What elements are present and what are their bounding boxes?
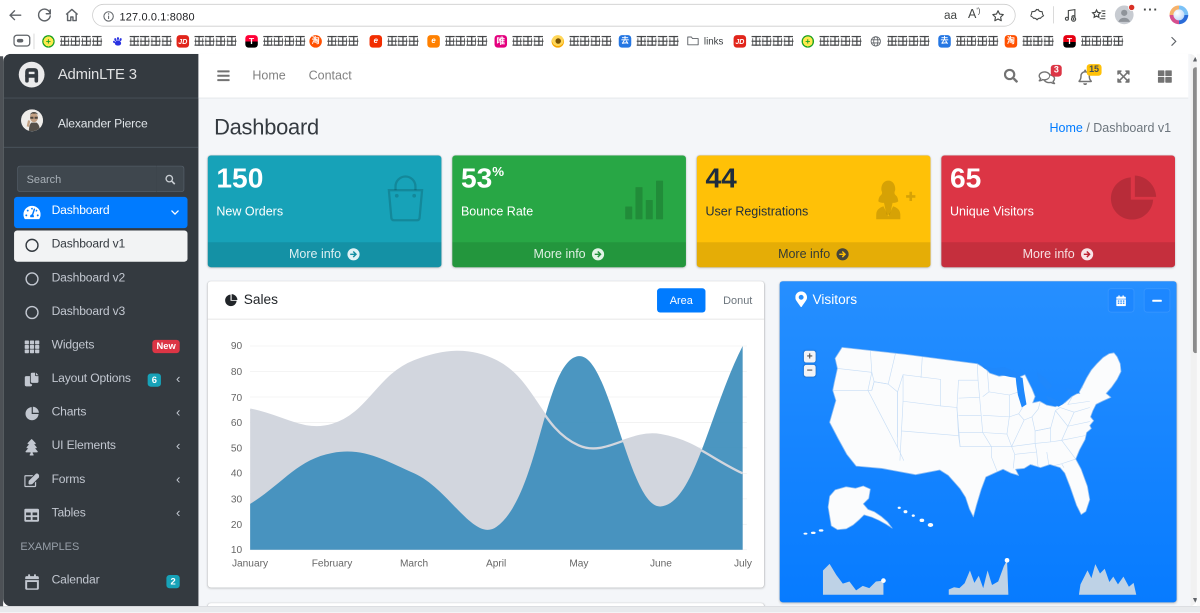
svg-text:January: January [232,558,269,569]
svg-text:May: May [569,558,589,569]
svg-text:April: April [486,558,506,569]
svg-text:70: 70 [231,393,243,404]
svg-text:July: July [734,558,753,569]
svg-text:February: February [312,558,354,569]
svg-text:40: 40 [231,469,243,480]
svg-text:90: 90 [231,341,243,352]
svg-text:60: 60 [231,418,243,429]
svg-text:20: 20 [231,520,243,531]
svg-text:March: March [400,558,428,569]
svg-text:30: 30 [231,494,243,505]
svg-text:10: 10 [231,545,243,556]
svg-text:June: June [650,558,672,569]
svg-text:50: 50 [231,444,243,455]
svg-text:80: 80 [231,367,243,378]
